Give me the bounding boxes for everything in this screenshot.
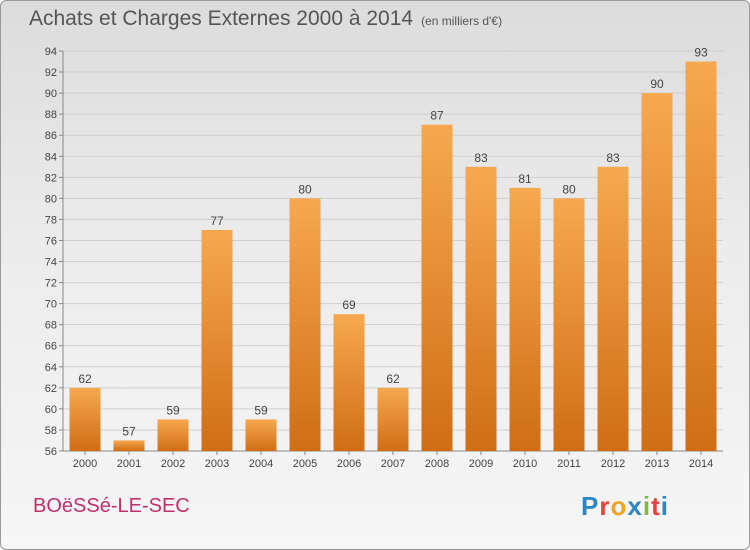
chart-title-text: Achats et Charges Externes 2000 à 2014 (29, 7, 414, 30)
x-tick-label: 2002 (161, 458, 185, 470)
x-tick-label: 2003 (205, 458, 229, 470)
data-label: 90 (650, 77, 664, 91)
data-label: 80 (298, 182, 312, 196)
y-tick-label: 88 (45, 109, 57, 121)
data-label: 59 (166, 403, 180, 417)
data-label: 77 (210, 214, 224, 228)
y-tick-label: 80 (45, 193, 57, 205)
bar-2013 (641, 93, 673, 452)
x-tick-label: 2013 (645, 458, 669, 470)
data-label: 87 (430, 109, 444, 123)
data-label: 62 (386, 372, 400, 386)
y-tick-label: 76 (45, 235, 57, 247)
y-tick-label: 72 (45, 278, 57, 290)
logo-letter: r (599, 491, 611, 521)
x-tick-label: 2001 (117, 458, 141, 470)
data-label: 57 (122, 424, 136, 438)
x-tick-label: 2011 (557, 458, 581, 470)
x-tick-label: 2010 (513, 458, 537, 470)
y-tick-label: 82 (45, 172, 57, 184)
bar-2012 (597, 166, 629, 451)
data-label: 59 (254, 403, 268, 417)
bar-2009 (465, 166, 497, 451)
bar-2007 (377, 387, 409, 451)
data-label: 81 (518, 172, 532, 186)
bar-2008 (421, 124, 453, 452)
bar-2004 (245, 419, 277, 451)
y-tick-label: 62 (45, 383, 57, 395)
y-tick-label: 78 (45, 214, 57, 226)
logo-letter: i (660, 491, 669, 521)
data-label: 93 (694, 46, 708, 60)
y-tick-label: 56 (45, 446, 57, 458)
y-tick-label: 60 (45, 404, 57, 416)
data-label: 62 (78, 372, 92, 386)
y-tick-label: 90 (45, 88, 57, 100)
chart-title: Achats et Charges Externes 2000 à 2014 (e… (29, 7, 502, 31)
y-tick-label: 58 (45, 425, 57, 437)
logo-letter: i (642, 491, 652, 521)
logo-letter: o (610, 491, 628, 521)
logo-letter: x (627, 491, 643, 521)
y-tick-label: 86 (45, 130, 57, 142)
bar-2001 (113, 440, 145, 451)
data-label: 83 (606, 151, 620, 165)
x-tick-label: 2007 (381, 458, 405, 470)
bar-2003 (201, 229, 233, 451)
y-tick-label: 94 (45, 46, 57, 58)
logo-letter: P (581, 491, 600, 521)
bar-2000 (69, 387, 101, 451)
proxiti-logo: Proxiti (581, 491, 669, 522)
y-tick-label: 64 (45, 362, 57, 374)
x-tick-label: 2012 (601, 458, 625, 470)
bar-2014 (685, 61, 717, 452)
data-label: 83 (474, 151, 488, 165)
bar-2006 (333, 314, 365, 451)
city-name: BOëSSé-LE-SEC (33, 495, 190, 517)
x-tick-label: 2009 (469, 458, 493, 470)
x-tick-label: 2000 (73, 458, 97, 470)
x-tick-label: 2008 (425, 458, 449, 470)
data-label: 69 (342, 298, 356, 312)
logo-letter: t (651, 491, 661, 521)
y-tick-label: 68 (45, 320, 57, 332)
x-tick-label: 2004 (249, 458, 273, 470)
y-tick-label: 66 (45, 341, 57, 353)
y-tick-label: 70 (45, 299, 57, 311)
bar-2011 (553, 198, 585, 451)
bar-2005 (289, 198, 321, 451)
bar-2010 (509, 187, 541, 451)
data-label: 80 (562, 182, 576, 196)
x-tick-label: 2014 (689, 458, 713, 470)
bar-2002 (157, 419, 189, 451)
y-tick-label: 92 (45, 67, 57, 79)
x-tick-label: 2006 (337, 458, 361, 470)
y-tick-label: 74 (45, 257, 57, 269)
y-tick-label: 84 (45, 151, 57, 163)
x-tick-label: 2005 (293, 458, 317, 470)
chart-subtitle: (en milliers d'€) (421, 14, 503, 28)
